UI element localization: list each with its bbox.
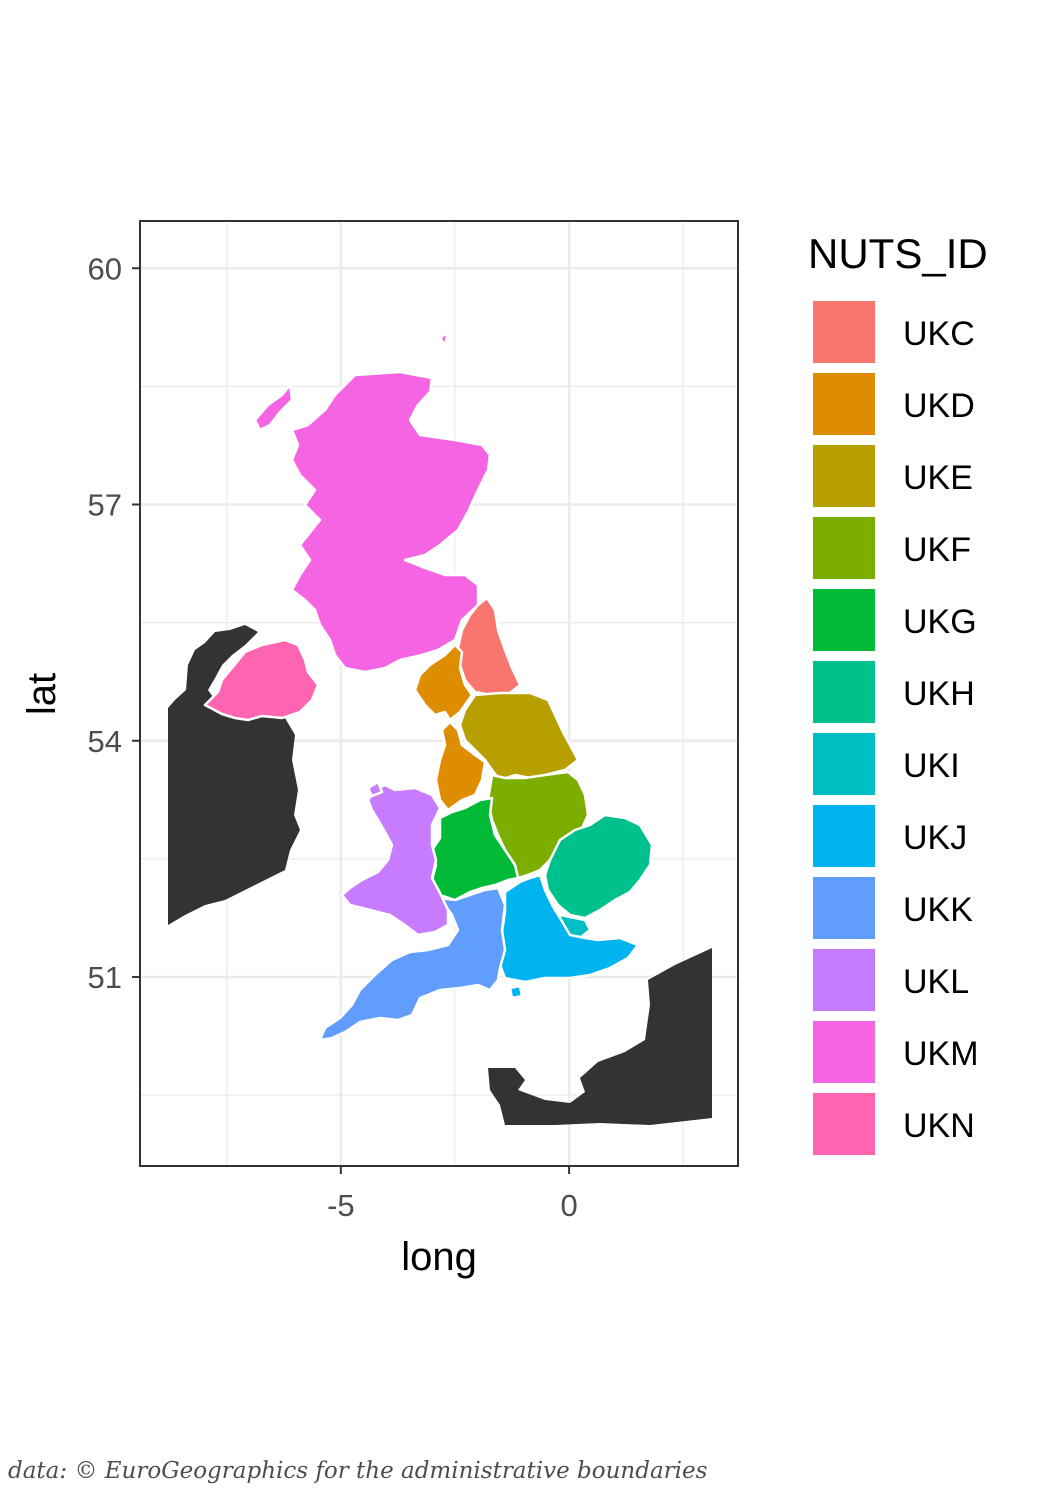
legend-key-ukf [813, 517, 875, 579]
legend-key-ukg [813, 589, 875, 651]
legend-label-uke: UKE [903, 459, 973, 497]
legend-key-ukh [813, 661, 875, 723]
axes: -5 0 51 54 57 60 [88, 251, 578, 1223]
x-tick-label: 0 [560, 1188, 577, 1223]
legend-label-ukn: UKN [903, 1107, 975, 1145]
ireland-region [168, 625, 300, 925]
y-tick-label: 57 [88, 488, 122, 523]
legend-key-uke [813, 445, 875, 507]
region-ukm [253, 383, 294, 432]
region-ukk [318, 886, 507, 1042]
france-region [488, 948, 712, 1125]
region-ukj [508, 984, 524, 1000]
legend: NUTS_ID UKC UKD UKE UKF UKG UKH UKI UKJ UKK UKL UK… [808, 230, 988, 1155]
legend-label-ukd: UKD [903, 387, 975, 425]
legend-key-ukd [813, 373, 875, 435]
y-axis-label: lat [20, 673, 64, 715]
region-ukm [290, 370, 492, 674]
legend-label-ukm: UKM [903, 1035, 979, 1073]
legend-key-ukk [813, 877, 875, 939]
region-ukl [366, 780, 384, 798]
legend-key-ukn [813, 1093, 875, 1155]
legend-label-uki: UKI [903, 747, 960, 785]
region-ukm [438, 330, 450, 347]
legend-key-ukl [813, 949, 875, 1011]
legend-key-ukm [813, 1021, 875, 1083]
legend-label-ukl: UKL [903, 963, 969, 1001]
region-ukd [434, 720, 487, 812]
legend-label-ukg: UKG [903, 603, 977, 641]
region-ukl [340, 783, 450, 937]
legend-label-ukf: UKF [903, 531, 971, 569]
uk-regions [203, 330, 654, 1042]
legend-key-ukc [813, 301, 875, 363]
legend-label-ukh: UKH [903, 675, 975, 713]
legend-label-ukk: UKK [903, 891, 973, 929]
legend-label-ukj: UKJ [903, 819, 967, 857]
other-countries [168, 625, 712, 1125]
legend-key-ukj [813, 805, 875, 867]
legend-title: NUTS_ID [808, 230, 988, 277]
y-tick-label: 54 [88, 724, 122, 759]
x-tick-label: -5 [327, 1188, 355, 1223]
legend-key-uki [813, 733, 875, 795]
region-ukh [543, 813, 654, 920]
y-tick-label: 60 [88, 251, 122, 286]
y-tick-label: 51 [88, 960, 122, 995]
x-axis-label: long [401, 1235, 477, 1279]
legend-label-ukc: UKC [903, 315, 975, 353]
region-ukn [203, 638, 320, 722]
caption: data: © EuroGeographics for the administ… [8, 1458, 708, 1484]
panel-border [139, 220, 739, 1167]
region-ukd [413, 643, 474, 722]
